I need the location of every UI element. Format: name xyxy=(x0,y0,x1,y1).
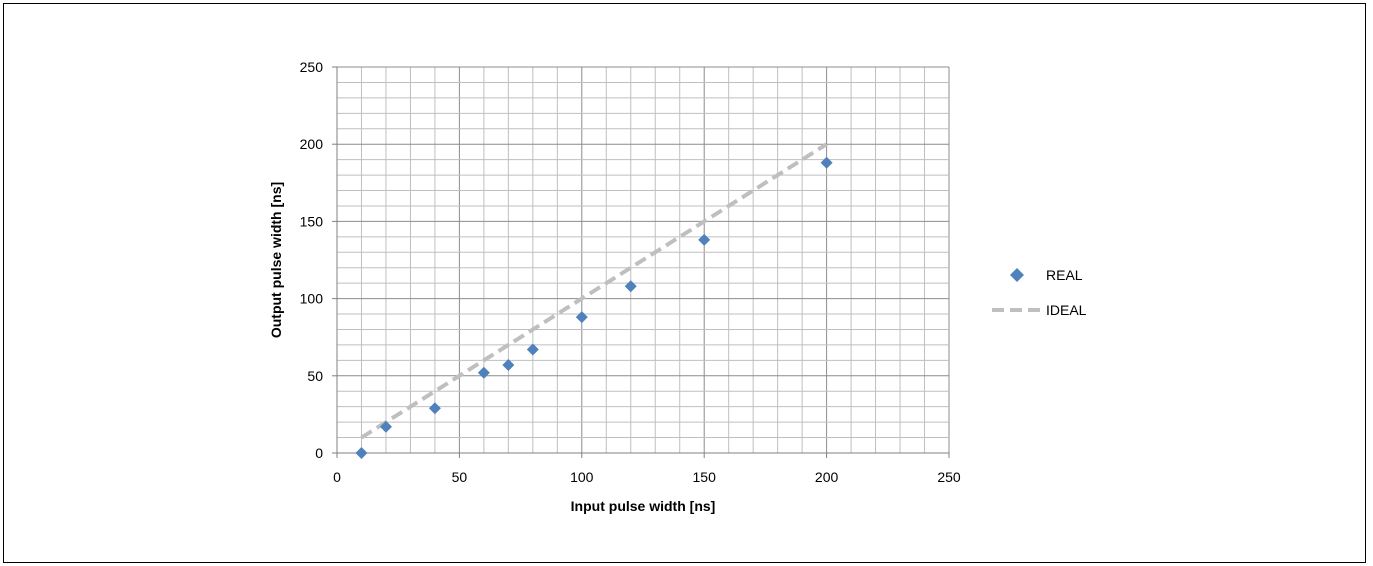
legend-real-label: REAL xyxy=(1046,267,1083,283)
y-tick-label: 0 xyxy=(315,445,323,461)
real-data-point xyxy=(477,366,490,379)
real-series xyxy=(355,156,833,459)
chart-frame xyxy=(3,3,1366,563)
y-tick-label: 250 xyxy=(300,59,324,75)
grid xyxy=(336,66,950,454)
x-tick-label: 50 xyxy=(452,469,468,485)
y-tick-label: 50 xyxy=(307,368,323,384)
tick-labels: 0 50 100 150 200 250 0 50 100 150 200 250 xyxy=(300,59,961,485)
real-data-point xyxy=(820,156,833,169)
ideal-series xyxy=(360,142,828,440)
y-axis-title: Output pulse width [ns] xyxy=(268,182,284,338)
x-tick-label: 250 xyxy=(937,469,961,485)
x-axis-title: Input pulse width [ns] xyxy=(571,498,716,514)
y-tick-label: 150 xyxy=(300,213,324,229)
real-data-point xyxy=(502,358,515,371)
real-data-point xyxy=(379,420,392,433)
x-tick-label: 100 xyxy=(570,469,594,485)
y-tick-label: 100 xyxy=(300,291,324,307)
real-data-point xyxy=(526,343,539,356)
ideal-line-segment xyxy=(360,142,828,440)
x-tick-label: 200 xyxy=(815,469,839,485)
legend: REAL IDEAL xyxy=(992,267,1087,318)
axes xyxy=(336,67,949,454)
legend-ideal-label: IDEAL xyxy=(1046,302,1087,318)
real-data-point xyxy=(698,233,711,246)
real-data-point xyxy=(355,447,368,459)
legend-real-marker xyxy=(1010,268,1024,282)
real-data-point xyxy=(575,311,588,324)
y-tick-label: 200 xyxy=(300,136,324,152)
x-tick-label: 150 xyxy=(693,469,717,485)
real-data-point xyxy=(624,280,637,293)
real-data-point xyxy=(428,402,441,415)
x-tick-label: 0 xyxy=(333,469,341,485)
